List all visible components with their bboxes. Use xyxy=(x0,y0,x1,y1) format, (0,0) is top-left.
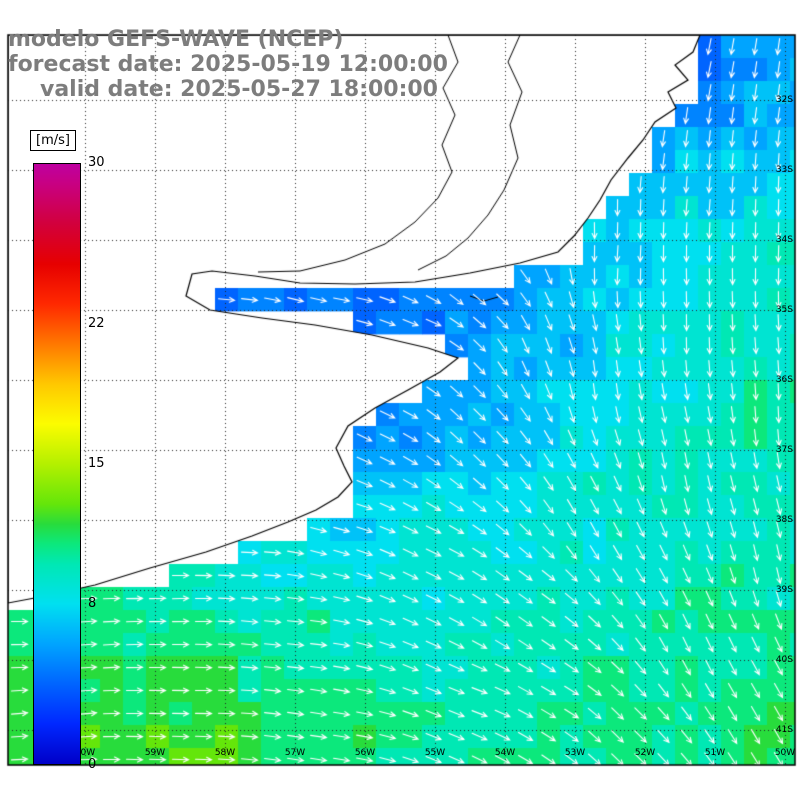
longitude-label: 51W xyxy=(704,748,726,758)
longitude-label: 50W xyxy=(774,748,796,758)
colorbar-unit-label: [m/s] xyxy=(30,130,76,151)
colorbar-gradient xyxy=(33,163,81,765)
longitude-label: 59W xyxy=(144,748,166,758)
latitude-label: 37S xyxy=(775,445,793,455)
longitude-label: 55W xyxy=(424,748,446,758)
latitude-label: 36S xyxy=(775,375,793,385)
longitude-label: 58W xyxy=(214,748,236,758)
colorbar-tick-label: 0 xyxy=(88,757,97,772)
colorbar-tick-label: 15 xyxy=(88,456,105,471)
latitude-label: 39S xyxy=(775,585,793,595)
valid-date: valid date: 2025-05-27 18:00:00 xyxy=(40,77,438,102)
latitude-label: 38S xyxy=(775,515,793,525)
latitude-label: 33S xyxy=(775,165,793,175)
longitude-label: 54W xyxy=(494,748,516,758)
colorbar-tick-label: 22 xyxy=(88,315,105,331)
colorbar-tick-label: 8 xyxy=(88,596,97,612)
longitude-label: 60W xyxy=(74,748,96,758)
latitude-label: 32S xyxy=(775,95,793,105)
forecast-date: forecast date: 2025-05-19 12:00:00 xyxy=(8,52,448,77)
latitude-label: 34S xyxy=(775,235,793,245)
longitude-label: 52W xyxy=(634,748,656,758)
latitude-label: 40S xyxy=(775,655,793,665)
longitude-label: 57W xyxy=(284,748,306,758)
colorbar-tick-label: 30 xyxy=(88,155,105,170)
latitude-label: 41S xyxy=(775,725,793,735)
longitude-label: 56W xyxy=(354,748,376,758)
model-title: modelo GEFS-WAVE (NCEP) xyxy=(8,27,344,52)
latitude-label: 35S xyxy=(775,305,793,315)
longitude-label: 53W xyxy=(564,748,586,758)
